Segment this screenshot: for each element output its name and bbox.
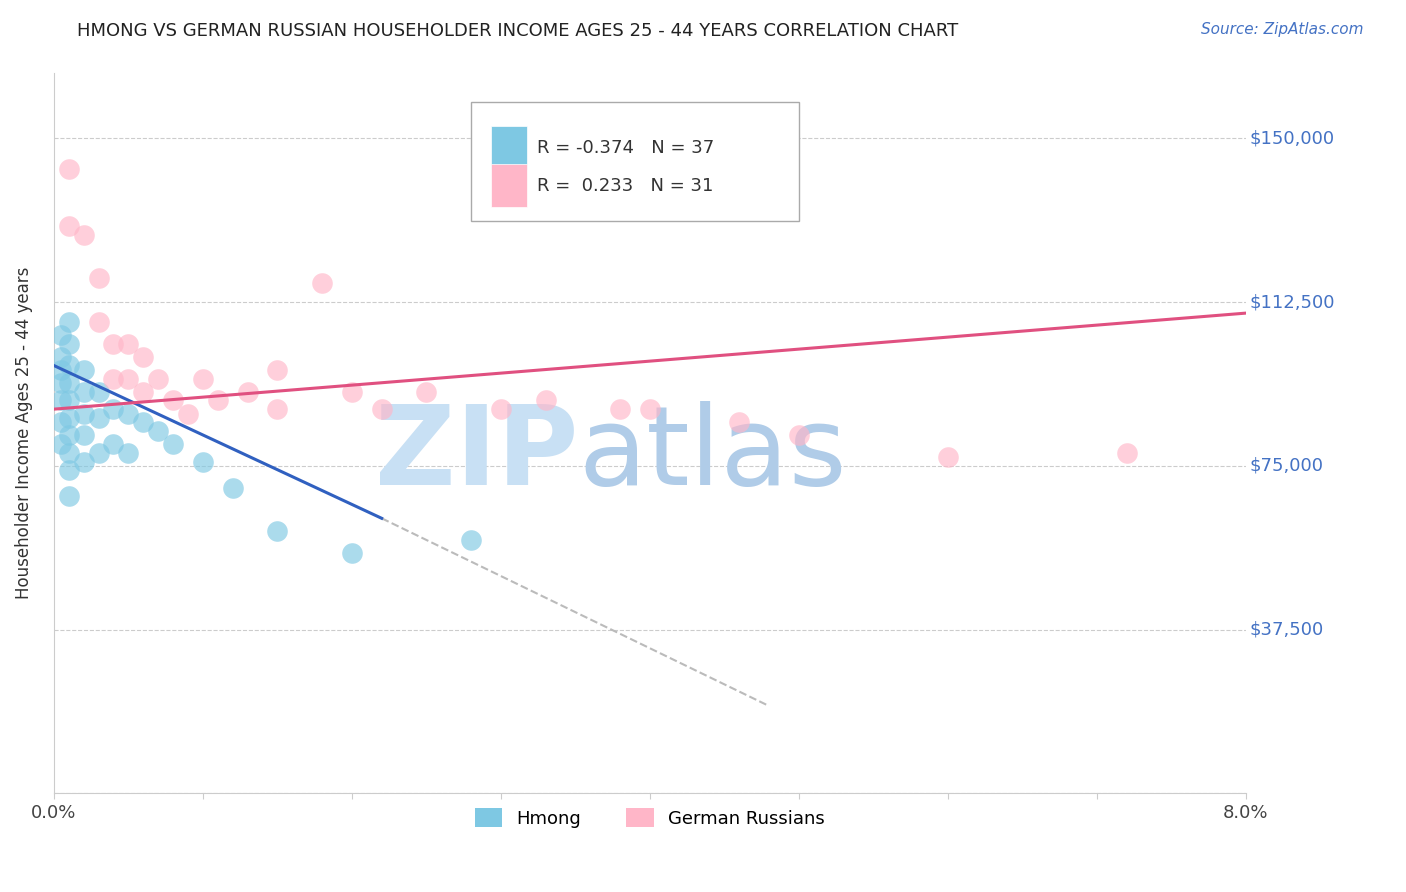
Point <box>58 315 80 329</box>
Point <box>72 384 94 399</box>
Point <box>103 402 125 417</box>
Point <box>51 376 73 390</box>
Point <box>266 363 288 377</box>
Text: $37,500: $37,500 <box>1250 621 1324 639</box>
Point <box>936 450 959 465</box>
Point <box>162 437 184 451</box>
Point <box>266 524 288 539</box>
Point <box>58 376 80 390</box>
Point <box>58 393 80 408</box>
Point <box>72 454 94 468</box>
FancyBboxPatch shape <box>471 102 799 220</box>
Point <box>58 428 80 442</box>
Point <box>221 481 243 495</box>
Text: $112,500: $112,500 <box>1250 293 1336 311</box>
Y-axis label: Householder Income Ages 25 - 44 years: Householder Income Ages 25 - 44 years <box>15 267 32 599</box>
Legend: Hmong, German Russians: Hmong, German Russians <box>468 801 832 835</box>
Text: R = -0.374   N = 37: R = -0.374 N = 37 <box>537 139 714 157</box>
Point <box>117 446 139 460</box>
Point <box>51 437 73 451</box>
Point <box>162 393 184 408</box>
Point <box>534 393 557 408</box>
Point <box>58 219 80 233</box>
Text: Source: ZipAtlas.com: Source: ZipAtlas.com <box>1201 22 1364 37</box>
Point <box>72 407 94 421</box>
Point <box>146 371 169 385</box>
Point <box>609 402 631 417</box>
Point <box>787 428 810 442</box>
Point <box>72 428 94 442</box>
Point <box>266 402 288 417</box>
Point <box>191 454 214 468</box>
Point <box>51 363 73 377</box>
Point <box>51 415 73 429</box>
Point <box>177 407 200 421</box>
Point <box>311 276 333 290</box>
Point <box>340 546 363 560</box>
Text: atlas: atlas <box>578 401 846 508</box>
Point <box>58 336 80 351</box>
Point <box>58 463 80 477</box>
Point <box>117 336 139 351</box>
Point <box>103 437 125 451</box>
Point <box>51 393 73 408</box>
Text: HMONG VS GERMAN RUSSIAN HOUSEHOLDER INCOME AGES 25 - 44 YEARS CORRELATION CHART: HMONG VS GERMAN RUSSIAN HOUSEHOLDER INCO… <box>77 22 959 40</box>
Point <box>132 384 155 399</box>
Point <box>146 424 169 438</box>
Point <box>460 533 482 548</box>
Point <box>87 271 110 285</box>
Point <box>638 402 661 417</box>
Text: $75,000: $75,000 <box>1250 457 1323 475</box>
Point <box>58 490 80 504</box>
Text: $150,000: $150,000 <box>1250 129 1334 147</box>
Point <box>103 371 125 385</box>
Point <box>370 402 392 417</box>
Point <box>87 315 110 329</box>
Text: ZIP: ZIP <box>375 401 578 508</box>
Point <box>87 384 110 399</box>
Point <box>58 410 80 425</box>
Point <box>191 371 214 385</box>
Bar <box>491 126 527 169</box>
Point <box>489 402 512 417</box>
Point <box>132 415 155 429</box>
Point <box>103 336 125 351</box>
Bar <box>491 164 527 208</box>
Point <box>87 446 110 460</box>
Point <box>340 384 363 399</box>
Point <box>87 410 110 425</box>
Text: R =  0.233   N = 31: R = 0.233 N = 31 <box>537 177 713 194</box>
Point <box>72 363 94 377</box>
Point <box>58 359 80 373</box>
Point <box>72 227 94 242</box>
Point <box>51 327 73 342</box>
Point <box>728 415 751 429</box>
Point <box>236 384 259 399</box>
Point <box>58 446 80 460</box>
Point <box>132 350 155 364</box>
Point <box>58 161 80 176</box>
Point <box>117 407 139 421</box>
Point <box>415 384 437 399</box>
Point <box>117 371 139 385</box>
Point <box>51 350 73 364</box>
Point <box>207 393 229 408</box>
Point <box>1115 446 1137 460</box>
